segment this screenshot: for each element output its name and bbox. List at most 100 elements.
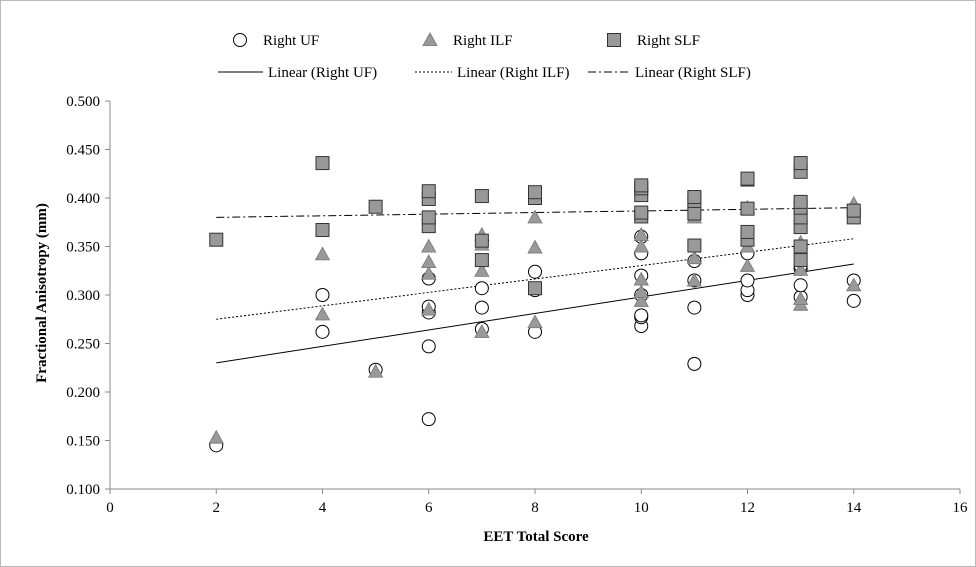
x-tick-label: 6 (425, 500, 433, 516)
point-triangle (421, 265, 437, 280)
point-circle (740, 273, 755, 288)
point-circle (846, 293, 861, 308)
point-triangle (686, 272, 703, 287)
point-triangle (739, 258, 756, 272)
series-square (209, 156, 861, 296)
x-tick-label: 0 (106, 500, 114, 516)
point-triangle (527, 209, 543, 224)
point-triangle (633, 284, 649, 299)
point-triangle (474, 262, 490, 277)
y-tick-label: 0.150 (66, 434, 100, 450)
point-triangle (314, 246, 331, 261)
point-circle (421, 339, 436, 354)
point-square (687, 238, 702, 253)
point-triangle (421, 238, 437, 253)
x-tick-label: 16 (953, 500, 969, 516)
legend-label: Linear (Right SLF) (635, 65, 751, 81)
point-triangle (208, 429, 224, 444)
point-square (209, 232, 224, 247)
legend-label: Linear (Right ILF) (457, 65, 569, 81)
x-axis-title: EET Total Score (483, 529, 589, 545)
data-points (208, 156, 862, 453)
point-square (421, 210, 436, 225)
x-tick-label: 2 (213, 500, 221, 516)
legend-circle-marker (233, 33, 247, 47)
point-circle (474, 300, 489, 315)
point-circle (421, 412, 436, 427)
point-triangle (421, 254, 437, 269)
y-tick-label: 0.200 (66, 385, 100, 401)
x-tick-label: 4 (319, 500, 327, 516)
legend: Right UF Right ILF Right SLF Linear (Right… (218, 32, 751, 81)
point-square (315, 156, 330, 171)
y-tick-label: 0.500 (66, 94, 100, 110)
y-tick-label: 0.250 (66, 337, 100, 353)
point-triangle (792, 291, 809, 305)
point-circle (634, 308, 649, 323)
legend-label: Right ILF (453, 33, 513, 49)
x-tick-label: 12 (740, 500, 755, 516)
point-square (368, 199, 383, 214)
point-triangle (633, 238, 649, 253)
x-tick-label: 10 (634, 500, 649, 516)
point-circle (528, 264, 542, 279)
point-circle (315, 324, 330, 339)
point-square (474, 189, 489, 204)
point-square (421, 184, 436, 199)
point-square (474, 233, 489, 248)
point-square (528, 185, 542, 200)
legend-label: Right UF (263, 33, 319, 49)
x-tick-label: 14 (846, 500, 862, 516)
axes: 0.100 0.150 0.200 0.250 0.300 0.350 0.400 0.450… (66, 94, 968, 516)
point-square (740, 201, 755, 216)
point-square (846, 203, 861, 218)
point-triangle (633, 227, 649, 241)
point-square (793, 156, 808, 171)
point-circle (793, 278, 808, 293)
legend-square-marker (607, 33, 621, 47)
point-circle (315, 288, 330, 302)
point-square (793, 194, 808, 209)
point-triangle (792, 261, 809, 276)
x-tick-label: 8 (531, 500, 539, 516)
point-square (793, 239, 808, 254)
y-tick-label: 0.350 (66, 240, 100, 256)
point-square (740, 224, 755, 239)
y-tick-label: 0.100 (66, 482, 100, 498)
point-triangle (367, 363, 384, 378)
trendline-1 (216, 238, 854, 320)
y-tick-label: 0.450 (66, 143, 100, 159)
point-triangle (633, 292, 649, 307)
point-square (793, 253, 808, 268)
point-square (740, 171, 755, 186)
point-circle (687, 356, 702, 371)
point-triangle (421, 301, 437, 316)
point-square (687, 190, 702, 205)
point-square (474, 253, 489, 268)
point-triangle (633, 271, 649, 286)
point-triangle (527, 314, 543, 329)
point-square (687, 206, 702, 221)
point-triangle (846, 277, 862, 292)
legend-markers-row: Right UF Right ILF Right SLF (233, 32, 700, 49)
y-tick-label: 0.300 (66, 288, 100, 304)
point-square (634, 178, 649, 193)
point-square (315, 223, 330, 238)
point-square (634, 205, 649, 220)
series-triangle (208, 195, 862, 444)
y-tick-label: 0.400 (66, 191, 100, 207)
point-triangle (686, 250, 703, 265)
legend-label: Right SLF (637, 33, 700, 49)
point-triangle (527, 239, 543, 254)
point-triangle (314, 306, 331, 321)
point-square (528, 281, 542, 296)
legend-label: Linear (Right UF) (268, 65, 377, 81)
y-axis-title: Fractional Anisotropy (mm) (34, 203, 50, 383)
point-triangle (474, 324, 490, 338)
legend-triangle-marker (422, 32, 438, 46)
legend-trendlines-row: Linear (Right UF) Linear (Right ILF) Linea… (218, 65, 751, 81)
point-circle (474, 281, 489, 296)
point-circle (687, 300, 702, 315)
